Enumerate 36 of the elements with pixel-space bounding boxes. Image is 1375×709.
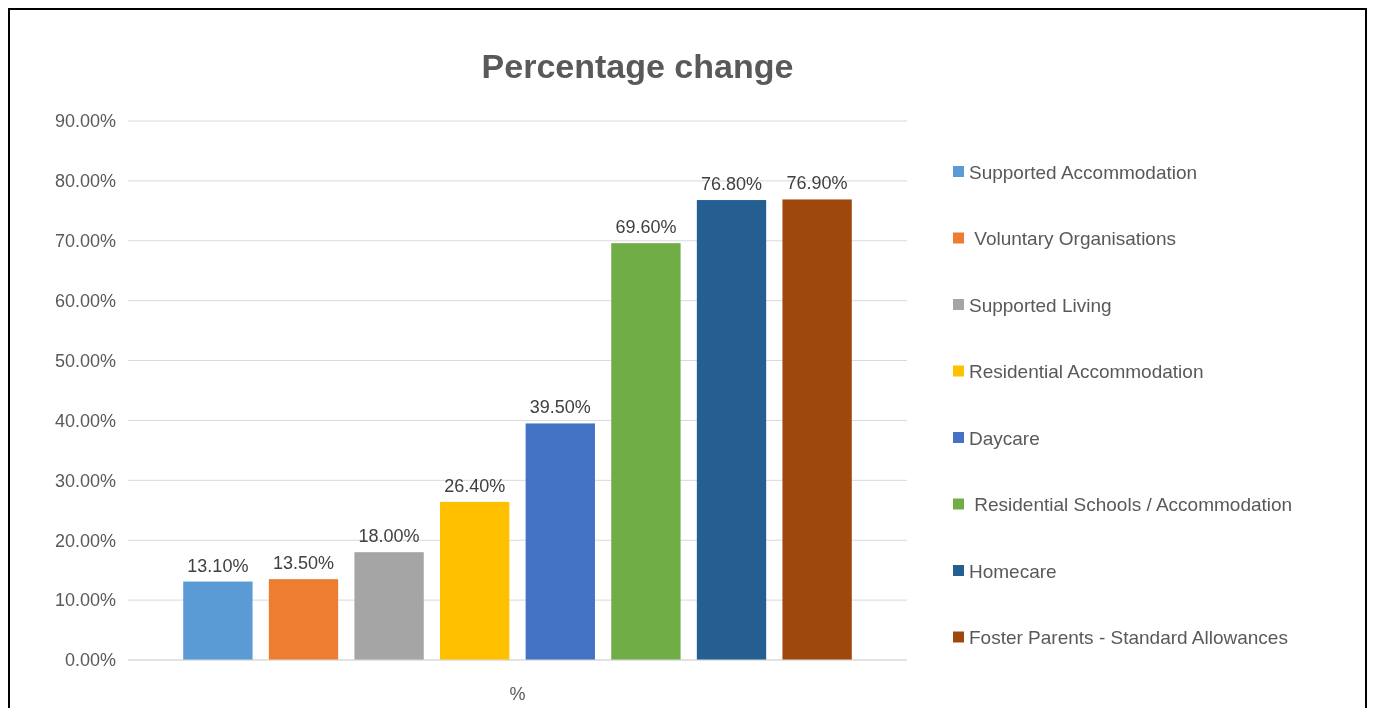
data-label: 13.50%: [272, 553, 335, 574]
y-tick-label: 50.00%: [54, 350, 116, 371]
y-tick-label: 80.00%: [54, 171, 116, 192]
y-tick-label: 20.00%: [54, 530, 116, 551]
bar: [268, 579, 339, 660]
data-label: 26.40%: [444, 475, 506, 496]
y-tick-label: 70.00%: [54, 231, 116, 252]
legend-label: Residential Schools / Accommodation: [969, 494, 1293, 516]
data-label: 18.00%: [358, 526, 420, 547]
bar: [525, 423, 595, 660]
legend-label: Foster Parents - Standard Allowances: [969, 627, 1288, 649]
bar: [440, 501, 510, 660]
data-label: 76.90%: [786, 173, 848, 194]
y-tick-label: 0.00%: [64, 650, 116, 671]
legend-label: Supported Living: [969, 294, 1112, 316]
y-tick-label: 30.00%: [54, 470, 116, 491]
legend-label: Supported Accommodation: [969, 161, 1198, 183]
legend-label: Residential Accommodation: [969, 361, 1204, 383]
y-tick-label: 90.00%: [54, 111, 116, 132]
y-tick-label: 10.00%: [54, 590, 116, 611]
legend-label: Daycare: [969, 427, 1040, 449]
data-label: 76.80%: [700, 174, 763, 195]
bar: [611, 243, 681, 660]
x-tick-label: %: [509, 684, 526, 704]
y-tick-label: 60.00%: [54, 290, 116, 311]
data-label: 69.60%: [615, 217, 677, 238]
data-label: 39.50%: [529, 397, 591, 418]
legend-label: Voluntary Organisations: [969, 228, 1177, 250]
chart-title: Percentage change: [481, 47, 794, 85]
bar: [354, 552, 424, 660]
bar: [183, 581, 253, 660]
y-tick-label: 40.00%: [54, 410, 116, 431]
bar: [696, 200, 767, 660]
bar: [782, 199, 852, 660]
data-label: 13.10%: [187, 555, 249, 576]
legend-label: Homecare: [969, 560, 1057, 582]
